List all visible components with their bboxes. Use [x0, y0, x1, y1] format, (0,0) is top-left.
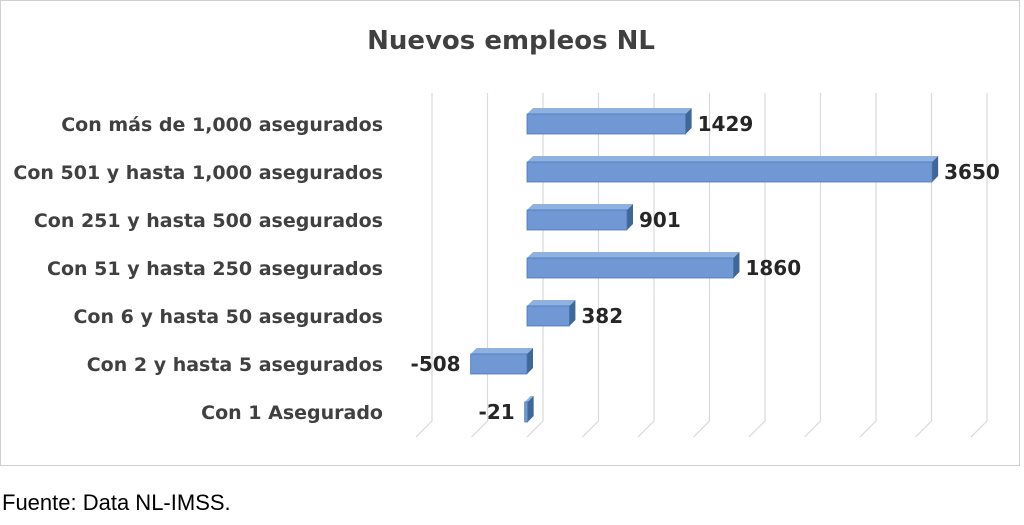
bar-top-face — [527, 300, 576, 306]
gridline — [804, 93, 822, 438]
bar-front-face — [526, 305, 570, 327]
gridline — [915, 93, 933, 438]
bar-side-face — [527, 396, 534, 422]
bar-top-face — [470, 348, 533, 354]
bar-top-face — [524, 396, 534, 402]
bar — [524, 396, 534, 423]
gridline — [415, 93, 433, 438]
category-label: Con 251 y hasta 500 asegurados — [34, 210, 383, 232]
gridline — [748, 93, 766, 438]
gridline — [582, 93, 600, 438]
gridline — [693, 93, 711, 438]
bar-side-face — [627, 204, 634, 230]
bar — [526, 156, 939, 183]
value-label: -508 — [411, 352, 461, 376]
bar-side-face — [733, 252, 740, 278]
bar-top-face — [527, 252, 740, 258]
gridline — [859, 93, 877, 438]
chart-frame: Nuevos empleos NL Con más de 1,000 asegu… — [0, 0, 1020, 466]
bar-front-face — [526, 209, 628, 231]
category-label: Con 6 y hasta 50 asegurados — [73, 306, 383, 328]
bar-front-face — [524, 401, 529, 423]
gridline — [471, 93, 489, 438]
category-label: Con más de 1,000 asegurados — [61, 114, 383, 136]
bar — [470, 348, 533, 375]
bar-front-face — [526, 113, 687, 135]
category-label: Con 1 Asegurado — [201, 402, 383, 424]
value-label: -21 — [479, 400, 515, 424]
gridline — [637, 93, 655, 438]
bar-front-face — [470, 353, 528, 375]
category-label: Con 2 y hasta 5 asegurados — [87, 354, 383, 376]
category-labels: Con más de 1,000 asegurados Con 501 y has… — [13, 114, 383, 424]
source-note: Fuente: Data NL-IMSS. — [2, 490, 231, 515]
bar-front-face — [526, 161, 933, 183]
value-label: 382 — [581, 304, 623, 328]
category-label: Con 51 y hasta 250 asegurados — [47, 258, 383, 280]
gridline — [526, 93, 544, 438]
bars — [470, 108, 939, 423]
value-label: 1860 — [745, 256, 801, 280]
bar-front-face — [526, 257, 734, 279]
bar — [526, 300, 576, 327]
bar-chart: Nuevos empleos NL Con más de 1,000 asegu… — [13, 26, 1000, 438]
bar-top-face — [527, 204, 634, 210]
bar-top-face — [527, 108, 692, 114]
bar-side-face — [569, 300, 576, 326]
bar-top-face — [527, 156, 939, 162]
category-label: Con 501 y hasta 1,000 asegurados — [13, 162, 383, 184]
bar-side-face — [527, 348, 533, 374]
bar-side-face — [685, 108, 692, 134]
bar — [526, 252, 740, 279]
gridlines — [415, 93, 988, 438]
value-label: 901 — [639, 208, 681, 232]
gridline — [970, 93, 988, 438]
value-label: 1429 — [698, 112, 754, 136]
chart-title: Nuevos empleos NL — [367, 26, 655, 56]
bar — [526, 204, 634, 231]
bar — [526, 108, 692, 135]
value-labels: 1429 3650 901 1860 382 -508 -21 — [411, 112, 1000, 424]
bar-side-face — [932, 156, 939, 182]
value-label: 3650 — [944, 160, 1000, 184]
